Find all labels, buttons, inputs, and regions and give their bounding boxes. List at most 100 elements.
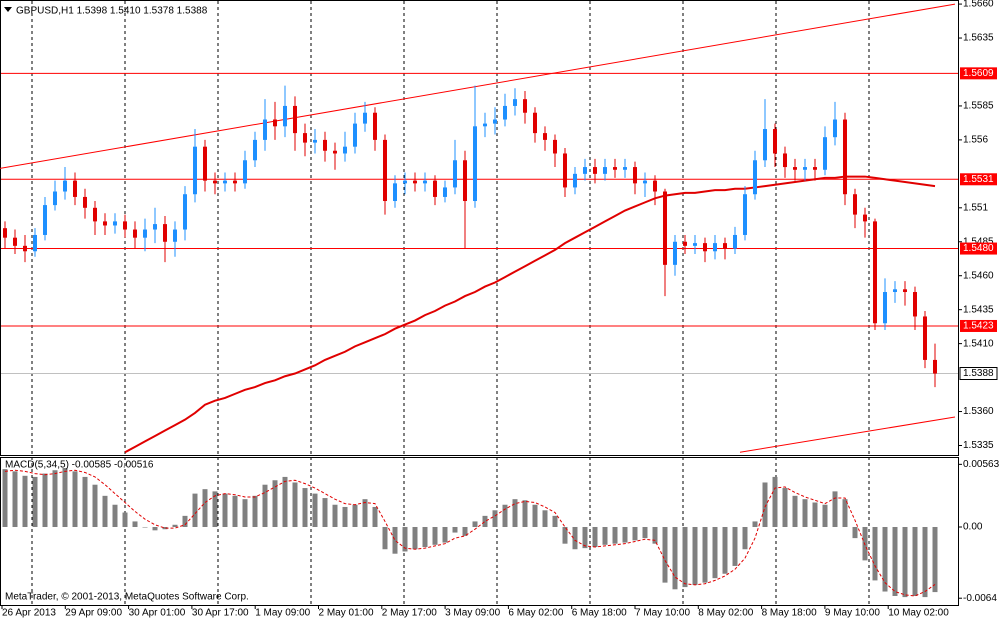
current-price-label: 1.5388 xyxy=(963,368,994,379)
candle-body xyxy=(383,139,387,202)
trend-line xyxy=(0,3,956,169)
macd-bar xyxy=(662,526,668,583)
candle-body xyxy=(823,137,827,170)
macd-panel-border xyxy=(0,457,959,606)
candle-body xyxy=(933,359,937,374)
candle-body xyxy=(303,133,307,143)
candle-body xyxy=(433,180,437,197)
candle-body xyxy=(693,243,697,246)
x-tick-label: 30 Apr 01:00 xyxy=(129,608,186,619)
plot xyxy=(0,3,958,598)
macd-bar xyxy=(832,491,838,527)
candle-body xyxy=(473,126,477,202)
candle-body xyxy=(113,221,117,226)
y-tick-label: 1.556 xyxy=(963,135,988,146)
x-tick-label: 9 May 10:00 xyxy=(825,608,880,619)
macd-bar xyxy=(72,471,78,527)
candle-body xyxy=(323,139,327,151)
candle-body xyxy=(423,180,427,184)
macd-bar xyxy=(912,526,918,596)
x-tick-label: 29 Apr 09:00 xyxy=(65,608,122,619)
macd-bar xyxy=(262,484,268,527)
level-label: 1.5531 xyxy=(963,174,994,185)
level-label-box xyxy=(960,173,997,186)
menu-triangle[interactable] xyxy=(4,7,12,12)
macd-bar xyxy=(232,495,238,527)
candle-body xyxy=(783,153,787,168)
candle-body xyxy=(663,191,667,265)
macd-bar xyxy=(402,526,408,552)
macd-bar xyxy=(132,521,138,527)
macd-bar xyxy=(442,526,448,543)
copyright: MetaTrader, © 2001-2013, MetaQuotes Soft… xyxy=(5,592,249,603)
macd-bar xyxy=(762,482,768,527)
macd-bar xyxy=(552,515,558,527)
macd-title: MACD(5,34,5) -0.00585 -0.00516 xyxy=(5,460,154,471)
y-tick-label: 1.5660 xyxy=(963,0,994,10)
macd-bar xyxy=(382,526,388,550)
candle-body xyxy=(13,237,17,246)
macd-bar xyxy=(372,506,378,527)
macd-bar xyxy=(312,493,318,527)
level-label: 1.5423 xyxy=(963,321,994,332)
candle-body xyxy=(63,180,67,192)
macd-bar xyxy=(142,526,148,528)
macd-bar xyxy=(222,493,228,527)
candle-body xyxy=(893,289,897,293)
macd-bar xyxy=(282,476,288,527)
macd-bar xyxy=(932,526,938,593)
macd-bar xyxy=(82,476,88,527)
level-label-box xyxy=(960,242,997,255)
candle-body xyxy=(153,224,157,230)
moving-average xyxy=(124,175,936,454)
macd-bar xyxy=(562,526,568,544)
candle-body xyxy=(363,112,367,124)
grid xyxy=(31,1,870,605)
candle-body xyxy=(523,99,527,113)
x-tick-label: 6 May 02:00 xyxy=(508,608,563,619)
candle-body xyxy=(533,112,537,134)
macd-bar xyxy=(622,526,628,543)
macd-bar xyxy=(482,515,488,527)
macd-bar xyxy=(342,506,348,527)
y-tick-label: 1.5335 xyxy=(963,440,994,451)
macd-bar xyxy=(522,500,528,527)
macd-bar xyxy=(462,526,468,536)
candle-body xyxy=(733,234,737,249)
macd-bar xyxy=(422,526,428,548)
candle-body xyxy=(393,183,397,202)
macd-bar xyxy=(122,512,128,527)
macd-bar xyxy=(502,504,508,527)
macd-bar xyxy=(42,473,48,527)
candle-body xyxy=(863,214,867,222)
macd-bar xyxy=(332,504,338,527)
candle-body xyxy=(203,146,207,181)
candle-body xyxy=(173,229,177,242)
candle-body xyxy=(403,180,407,184)
candle-body xyxy=(833,119,837,138)
y-tick-label: 1.5435 xyxy=(963,304,994,315)
macd-bar xyxy=(472,521,478,527)
macd-bar xyxy=(812,502,818,527)
macd-bar xyxy=(642,526,648,539)
candle-body xyxy=(293,105,297,134)
candle-body xyxy=(43,205,47,235)
x-tick-label: 26 Apr 2013 xyxy=(2,608,56,619)
candle-body xyxy=(123,221,127,230)
candle-body xyxy=(583,167,587,174)
macd-bar xyxy=(612,526,618,544)
y-tick-label: 0.00 xyxy=(963,522,983,533)
x-tick-label: 2 May 17:00 xyxy=(382,608,437,619)
macd-bar xyxy=(202,489,208,527)
macd-bar xyxy=(112,504,118,527)
macd-bar xyxy=(672,526,678,590)
candle-body xyxy=(793,167,797,170)
macd-bar xyxy=(882,526,888,592)
main-panel-border xyxy=(0,0,959,456)
macd-bar xyxy=(252,495,258,527)
candle-body xyxy=(553,139,557,154)
y-tick-label: 1.551 xyxy=(963,202,988,213)
macd-bar xyxy=(852,526,858,539)
macd-bar xyxy=(242,499,248,527)
